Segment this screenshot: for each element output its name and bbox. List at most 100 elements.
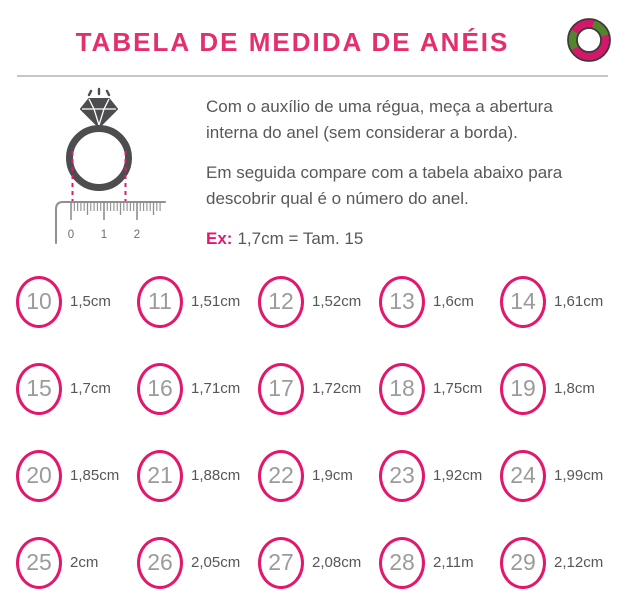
size-measure: 1,75cm: [433, 380, 483, 397]
size-measure: 1,8cm: [554, 380, 595, 397]
size-circle: 16: [137, 362, 183, 415]
ring-size-item: 21 1,88cm: [137, 432, 258, 519]
size-measure: 1,92cm: [433, 467, 483, 484]
size-number: 25: [26, 549, 52, 575]
example-label: Ex:: [206, 229, 233, 248]
divider: [17, 75, 608, 77]
size-circle: 10: [16, 275, 62, 328]
size-number: 23: [389, 462, 415, 488]
size-measure: 1,52cm: [312, 293, 362, 310]
size-measure: 1,99cm: [554, 467, 604, 484]
size-measure: 1,61cm: [554, 293, 604, 310]
size-circle: 24: [500, 449, 546, 502]
size-measure: 2,05cm: [191, 554, 241, 571]
size-number: 28: [389, 549, 415, 575]
size-number: 18: [389, 375, 415, 401]
instructions: Com o auxílio de uma régua, meça a abert…: [206, 94, 586, 252]
ruler-tick-1: 1: [101, 229, 107, 241]
ring-size-item: 24 1,99cm: [500, 432, 621, 519]
size-circle: 28: [379, 536, 425, 589]
size-measure: 1,9cm: [312, 467, 353, 484]
ring-size-item: 14 1,61cm: [500, 258, 621, 345]
ring-size-item: 13 1,6cm: [379, 258, 500, 345]
size-circle: 20: [16, 449, 62, 502]
ring-size-item: 17 1,72cm: [258, 345, 379, 432]
size-measure: 1,72cm: [312, 380, 362, 397]
size-measure: 2cm: [70, 554, 99, 571]
ruler-tick-0: 0: [68, 229, 74, 241]
size-number: 12: [268, 288, 294, 314]
size-number: 16: [147, 375, 173, 401]
ring-size-item: 18 1,75cm: [379, 345, 500, 432]
size-circle: 17: [258, 362, 304, 415]
diamond-icon: [80, 98, 118, 128]
size-number: 22: [268, 462, 294, 488]
size-number: 19: [510, 375, 536, 401]
size-number: 27: [268, 549, 294, 575]
size-circle: 14: [500, 275, 546, 328]
ring-size-item: 29 2,12cm: [500, 519, 621, 606]
ring-size-item: 28 2,11m: [379, 519, 500, 606]
size-measure: 1,85cm: [70, 467, 120, 484]
size-number: 15: [26, 375, 52, 401]
size-circle: 18: [379, 362, 425, 415]
ruler-tick-2: 2: [134, 229, 140, 241]
size-measure: 2,08cm: [312, 554, 362, 571]
size-circle: 23: [379, 449, 425, 502]
ring-size-item: 22 1,9cm: [258, 432, 379, 519]
size-number: 26: [147, 549, 173, 575]
page-title: TABELA DE MEDIDA DE ANÉIS: [75, 27, 510, 57]
ring-size-item: 15 1,7cm: [16, 345, 137, 432]
instruction-example: Ex: 1,7cm = Tam. 15: [206, 226, 586, 252]
size-number: 10: [26, 288, 52, 314]
size-number: 13: [389, 288, 415, 314]
measurement-dashes: [71, 151, 127, 203]
size-circle: 27: [258, 536, 304, 589]
ring-size-item: 16 1,71cm: [137, 345, 258, 432]
ring-size-item: 11 1,51cm: [137, 258, 258, 345]
size-number: 21: [147, 462, 173, 488]
size-number: 14: [510, 288, 536, 314]
size-table: 10 1,5cm 11 1,51cm 12 1,52cm 13 1,6cm 14 1,61…: [16, 258, 621, 606]
size-measure: 1,6cm: [433, 293, 474, 310]
size-measure: 1,88cm: [191, 467, 241, 484]
ring-size-item: 20 1,85cm: [16, 432, 137, 519]
ring-size-item: 23 1,92cm: [379, 432, 500, 519]
ring-size-item: 26 2,05cm: [137, 519, 258, 606]
size-number: 20: [26, 462, 52, 488]
size-circle: 29: [500, 536, 546, 589]
size-circle: 21: [137, 449, 183, 502]
ring-size-item: 27 2,08cm: [258, 519, 379, 606]
size-measure: 2,11m: [433, 554, 474, 571]
ring-logo-icon: [567, 18, 611, 62]
ring-size-item: 10 1,5cm: [16, 258, 137, 345]
size-circle: 25: [16, 536, 62, 589]
size-circle: 15: [16, 362, 62, 415]
ring-size-item: 12 1,52cm: [258, 258, 379, 345]
size-number: 11: [148, 288, 172, 314]
size-measure: 1,5cm: [70, 293, 111, 310]
size-circle: 13: [379, 275, 425, 328]
ring-size-item: 25 2cm: [16, 519, 137, 606]
size-number: 29: [510, 549, 536, 575]
size-circle: 26: [137, 536, 183, 589]
size-number: 24: [510, 462, 536, 488]
example-text: 1,7cm = Tam. 15: [237, 229, 364, 248]
size-number: 17: [268, 375, 294, 401]
ring-measurement-illustration: 0 1 2: [55, 87, 166, 244]
ring-size-item: 19 1,8cm: [500, 345, 621, 432]
size-measure: 1,7cm: [70, 380, 111, 397]
sparkle-icon: [87, 87, 111, 97]
size-circle: 22: [258, 449, 304, 502]
size-measure: 1,71cm: [191, 380, 241, 397]
size-circle: 19: [500, 362, 546, 415]
ruler: 0 1 2: [55, 201, 166, 244]
size-circle: 11: [137, 275, 183, 328]
size-measure: 1,51cm: [191, 293, 241, 310]
size-measure: 2,12cm: [554, 554, 604, 571]
instruction-paragraph-2: Em seguida compare com a tabela abaixo p…: [206, 163, 563, 208]
ring-band: [66, 125, 132, 191]
size-circle: 12: [258, 275, 304, 328]
instruction-paragraph-1: Com o auxílio de uma régua, meça a abert…: [206, 97, 553, 142]
